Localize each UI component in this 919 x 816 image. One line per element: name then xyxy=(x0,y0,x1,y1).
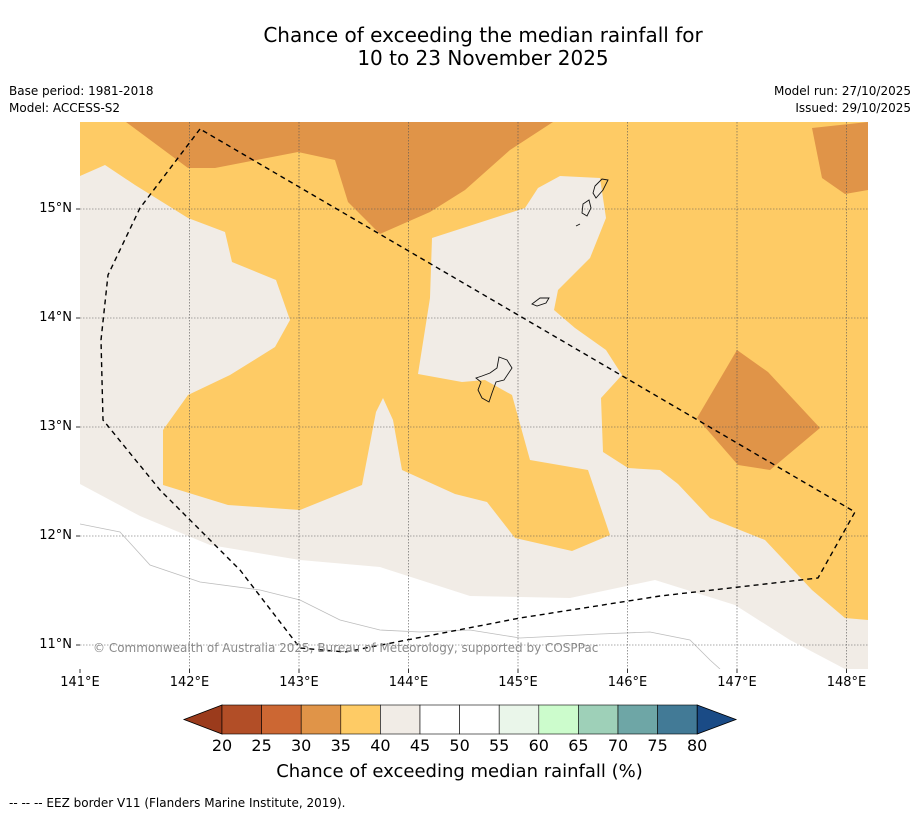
eez-footnote: -- -- -- EEZ border V11 (Flanders Marine… xyxy=(9,796,346,810)
base-period: Base period: 1981-2018 xyxy=(9,84,154,98)
copyright-notice: © Commonwealth of Australia 2025, Bureau… xyxy=(93,641,599,655)
lat-label-14n: 14°N xyxy=(39,310,72,325)
colorbar-swatch xyxy=(221,704,262,735)
lat-label-13n: 13°N xyxy=(39,419,72,434)
lon-label-148e: 148°E xyxy=(826,675,867,690)
colorbar-swatch xyxy=(498,704,540,735)
colorbar-swatch xyxy=(419,704,460,735)
model-run: Model run: 27/10/2025 xyxy=(773,84,911,98)
colorbar-tick-label: 25 xyxy=(251,736,272,755)
lon-label-142e: 142°E xyxy=(169,675,210,690)
lat-label-15n: 15°N xyxy=(39,201,72,216)
band-30-35 xyxy=(697,350,820,470)
colorbar-swatch xyxy=(538,704,579,735)
colorbar-swatch xyxy=(261,704,302,735)
colorbar-tick-label: 70 xyxy=(607,736,629,755)
guam-island xyxy=(475,356,513,403)
colorbar-swatch xyxy=(657,704,698,735)
lon-label-143e: 143°E xyxy=(279,675,319,690)
rota-island xyxy=(531,297,550,307)
axis-ticks xyxy=(76,208,847,673)
graticule xyxy=(80,122,868,669)
map-title-line-2: 10 to 23 November 2025 xyxy=(357,46,609,70)
model-name: Model: ACCESS-S2 xyxy=(9,101,121,115)
lat-label-11n: 11°N xyxy=(39,637,72,652)
rainfall-map xyxy=(76,122,868,673)
run-info: Model run: 27/10/2025 Issued: 29/10/2025 xyxy=(774,83,911,117)
issued-date: Issued: 29/10/2025 xyxy=(795,101,911,115)
colorbar-tick-label: 35 xyxy=(330,736,351,755)
colorbar-tick-label: 50 xyxy=(449,736,470,755)
aguijan-island xyxy=(575,223,581,227)
colorbar-tick-label: 80 xyxy=(687,736,708,755)
lon-label-144e: 144°E xyxy=(388,675,429,690)
colorbar xyxy=(182,704,738,735)
eez-border xyxy=(100,128,856,653)
colorbar-swatch xyxy=(578,704,619,735)
colorbar-tick-label: 75 xyxy=(647,736,668,755)
colorbar-swatch xyxy=(617,704,658,735)
colorbar-tick-label: 60 xyxy=(528,736,549,755)
colorbar-swatch xyxy=(459,704,500,735)
lon-label-147e: 147°E xyxy=(717,675,757,690)
colorbar-extend-high xyxy=(696,704,738,735)
colorbar-tick-label: 20 xyxy=(211,736,233,755)
colorbar-label: Chance of exceeding median rainfall (%) xyxy=(276,761,643,782)
colorbar-tick-label: 65 xyxy=(568,736,589,755)
lon-label-141e: 141°E xyxy=(60,675,100,690)
colorbar-tick-label: 55 xyxy=(489,736,510,755)
lat-label-12n: 12°N xyxy=(39,528,72,543)
colorbar-swatch xyxy=(300,704,342,735)
band-35-40 xyxy=(80,122,868,620)
colorbar-extend-low xyxy=(182,704,223,735)
colorbar-tick-label: 45 xyxy=(409,736,431,755)
lon-label-145e: 145°E xyxy=(498,675,538,690)
contour-line xyxy=(80,523,721,669)
saipan-island xyxy=(592,178,609,199)
band-30-35 xyxy=(812,122,868,194)
colorbar-swatch xyxy=(380,704,421,735)
model-info: Base period: 1981-2018 Model: ACCESS-S2 xyxy=(9,83,154,117)
tinian-island xyxy=(581,199,592,217)
colorbar-swatch xyxy=(340,704,381,735)
coastlines xyxy=(475,178,609,403)
map-title-line-1: Chance of exceeding the median rainfall … xyxy=(263,23,703,47)
colorbar-tick-label: 30 xyxy=(291,736,312,755)
band-30-35 xyxy=(126,122,553,234)
lon-label-146e: 146°E xyxy=(607,675,648,690)
colorbar-tick-label: 40 xyxy=(370,736,391,755)
